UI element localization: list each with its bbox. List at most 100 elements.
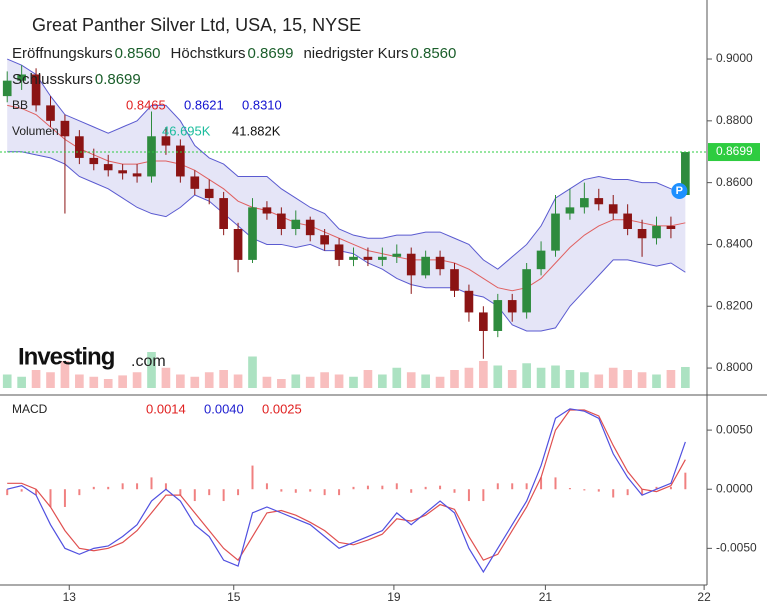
macd-hist xyxy=(338,489,341,496)
macd-hist xyxy=(63,489,66,507)
candle-body xyxy=(277,213,286,229)
macd-hist xyxy=(150,477,153,490)
candle-body xyxy=(103,164,113,171)
volume-bar xyxy=(219,370,228,388)
volume-bar xyxy=(421,374,430,388)
macd-hist xyxy=(669,486,672,490)
volume-bar xyxy=(565,370,575,388)
macd-hist xyxy=(294,489,297,493)
candle-body xyxy=(349,256,358,260)
macd-hist xyxy=(395,483,398,490)
volume-bar xyxy=(435,376,445,388)
bb-middle xyxy=(7,104,686,292)
macd-hist xyxy=(366,485,369,490)
macd-hist xyxy=(352,486,355,490)
macd-hist xyxy=(251,465,254,490)
y-tick-label: 0.8400 xyxy=(716,237,753,251)
volume-bar xyxy=(60,361,70,388)
logo: Investing xyxy=(18,343,115,370)
y-tick-label: 0.8800 xyxy=(716,113,753,127)
marker-label: P xyxy=(676,185,683,197)
candle-body xyxy=(421,256,430,276)
macd-hist xyxy=(568,488,571,490)
candle-body xyxy=(435,256,445,270)
macd-hist xyxy=(496,483,499,490)
candle-body xyxy=(262,207,272,214)
macd-hist xyxy=(612,489,615,498)
ohlc-name: Schlusskurs xyxy=(12,71,93,88)
last-price-label: 0.8699 xyxy=(716,144,753,158)
volume-bar xyxy=(147,352,156,388)
ohlc-name: Höchstkurs xyxy=(171,45,246,62)
macd-hist xyxy=(439,485,442,490)
logo-suffix: .com xyxy=(131,353,166,370)
volume-bar xyxy=(2,374,12,388)
candle-body xyxy=(320,235,329,245)
volume-bar xyxy=(623,370,632,388)
candle-body xyxy=(118,170,127,174)
candle-body xyxy=(666,225,676,229)
y-tick-label: 0.8200 xyxy=(716,298,753,312)
volume-bar xyxy=(31,370,41,388)
macd-hist xyxy=(208,489,211,496)
volume-bar xyxy=(507,370,517,388)
volume-bar xyxy=(17,376,26,388)
volume-bar xyxy=(594,374,604,388)
volume-bar xyxy=(681,366,690,388)
volume-bar xyxy=(233,374,243,388)
macd-hist xyxy=(265,483,268,490)
volume-bar xyxy=(637,372,647,388)
macd-hist xyxy=(35,489,38,496)
ohlc-name: Eröffnungskurs xyxy=(12,45,113,62)
volume-bar xyxy=(580,372,589,388)
candle-body xyxy=(406,253,416,276)
macd-hist xyxy=(136,483,139,490)
volume-bar xyxy=(349,376,358,388)
candle-body xyxy=(637,228,647,239)
x-tick-label: 15 xyxy=(227,590,241,604)
candle-body xyxy=(522,269,531,313)
bb-name: BB xyxy=(12,98,28,112)
bb-value: 0.8465 xyxy=(126,97,166,112)
marker xyxy=(671,183,688,199)
bb-lower xyxy=(7,151,686,332)
x-tick-label: 19 xyxy=(387,590,401,604)
macd-hist xyxy=(49,489,52,507)
volume-bar xyxy=(262,376,272,388)
macd-hist xyxy=(222,489,225,502)
candle-body xyxy=(565,207,575,214)
candle-body xyxy=(46,105,55,121)
macd-hist xyxy=(511,483,514,490)
volume-bar xyxy=(305,376,315,388)
macd-signal xyxy=(7,409,686,562)
macd-hist xyxy=(323,489,326,496)
candle-body xyxy=(363,256,373,260)
bb-upper xyxy=(7,58,686,270)
volume-bar xyxy=(522,363,531,388)
ohlc-value: 0.8699 xyxy=(95,71,141,88)
ohlc-value: 0.8699 xyxy=(248,45,294,62)
macd-hist xyxy=(424,486,427,490)
macd-y-tick-label: 0.0000 xyxy=(716,481,753,495)
macd-hist xyxy=(237,489,240,496)
x-tick-label: 13 xyxy=(63,590,77,604)
macd-value: 0.0040 xyxy=(204,401,244,416)
macd-hist xyxy=(641,489,644,496)
candle-body xyxy=(248,207,257,260)
candle-body xyxy=(2,80,12,97)
macd-hist xyxy=(6,489,9,496)
macd-hist xyxy=(410,489,413,493)
x-tick-label: 21 xyxy=(539,590,553,604)
candle-body xyxy=(219,198,228,229)
macd-hist xyxy=(467,489,470,502)
macd-hist xyxy=(121,483,124,490)
candle-body xyxy=(450,269,459,291)
volume-bar xyxy=(132,372,142,388)
volume-bar xyxy=(320,372,329,388)
volume-bar xyxy=(378,374,387,388)
candle-body xyxy=(623,213,632,229)
candle-body xyxy=(17,74,26,81)
volume-bar xyxy=(248,356,257,388)
candle-body xyxy=(60,120,70,137)
